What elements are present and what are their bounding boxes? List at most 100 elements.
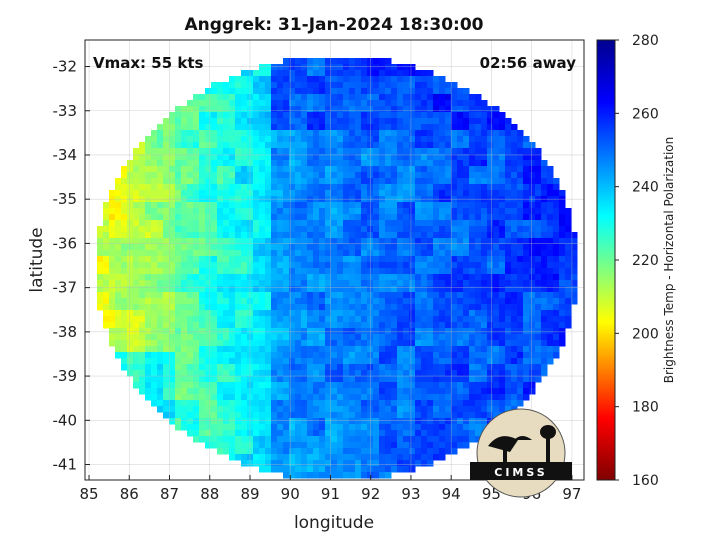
swath-cell [439,430,446,437]
swath-cell [205,310,212,317]
swath-cell [439,154,446,161]
swath-cell [265,256,272,263]
swath-cell [319,220,326,227]
swath-cell [289,442,296,449]
swath-cell [385,250,392,257]
swath-cell [385,370,392,377]
swath-cell [115,322,122,329]
swath-cell [433,220,440,227]
swath-cell [367,82,374,89]
swath-cell [349,232,356,239]
swath-cell [457,112,464,119]
swath-cell [319,460,326,467]
swath-cell [283,280,290,287]
swath-cell [457,262,464,269]
swath-cell [505,130,512,137]
swath-cell [463,328,470,335]
swath-cell [511,232,518,239]
swath-cell [481,256,488,263]
swath-cell [349,310,356,317]
swath-cell [487,142,494,149]
swath-cell [259,418,266,425]
swath-cell [427,232,434,239]
swath-cell [163,178,170,185]
swath-cell [457,178,464,185]
swath-cell [229,298,236,305]
swath-cell [253,148,260,155]
swath-cell [199,370,206,377]
swath-cell [307,238,314,245]
swath-cell [391,154,398,161]
swath-cell [289,394,296,401]
swath-cell [343,448,350,455]
swath-cell [529,376,536,383]
swath-cell [475,208,482,215]
swath-cell [307,244,314,251]
swath-cell [289,466,296,473]
swath-cell [145,184,152,191]
swath-cell [385,430,392,437]
swath-cell [409,148,416,155]
swath-cell [157,226,164,233]
swath-cell [355,112,362,119]
swath-cell [511,328,518,335]
swath-cell [337,430,344,437]
swath-cell [475,316,482,323]
swath-cell [481,346,488,353]
swath-cell [547,238,554,245]
swath-cell [499,280,506,287]
swath-cell [205,406,212,413]
swath-cell [235,370,242,377]
swath-cell [361,328,368,335]
swath-cell [217,340,224,347]
swath-cell [415,268,422,275]
swath-cell [205,346,212,353]
swath-cell [367,304,374,311]
swath-cell [367,430,374,437]
swath-cell [295,232,302,239]
swath-cell [187,394,194,401]
swath-cell [499,172,506,179]
swath-cell [553,238,560,245]
swath-cell [217,232,224,239]
swath-cell [265,118,272,125]
swath-cell [355,340,362,347]
swath-cell [265,142,272,149]
swath-cell [217,346,224,353]
swath-cell [445,400,452,407]
swath-cell [421,148,428,155]
swath-cell [187,244,194,251]
swath-cell [169,136,176,143]
swath-cell [199,238,206,245]
swath-cell [175,298,182,305]
swath-cell [115,256,122,263]
swath-cell [319,382,326,389]
swath-cell [301,148,308,155]
swath-cell [517,142,524,149]
swath-cell [169,178,176,185]
swath-cell [145,280,152,287]
swath-cell [457,280,464,287]
swath-cell [325,226,332,233]
swath-cell [229,358,236,365]
swath-cell [229,202,236,209]
swath-cell [445,298,452,305]
swath-cell [241,106,248,113]
swath-cell [175,190,182,197]
swath-cell [523,166,530,173]
swath-cell [169,244,176,251]
swath-cell [193,376,200,383]
swath-cell [337,376,344,383]
swath-cell [451,124,458,131]
swath-cell [553,274,560,281]
swath-cell [163,256,170,263]
swath-cell [421,88,428,95]
swath-cell [343,274,350,281]
swath-cell [121,268,128,275]
swath-cell [505,298,512,305]
swath-cell [373,298,380,305]
swath-cell [319,328,326,335]
swath-cell [199,130,206,137]
swath-cell [259,376,266,383]
swath-cell [313,454,320,461]
